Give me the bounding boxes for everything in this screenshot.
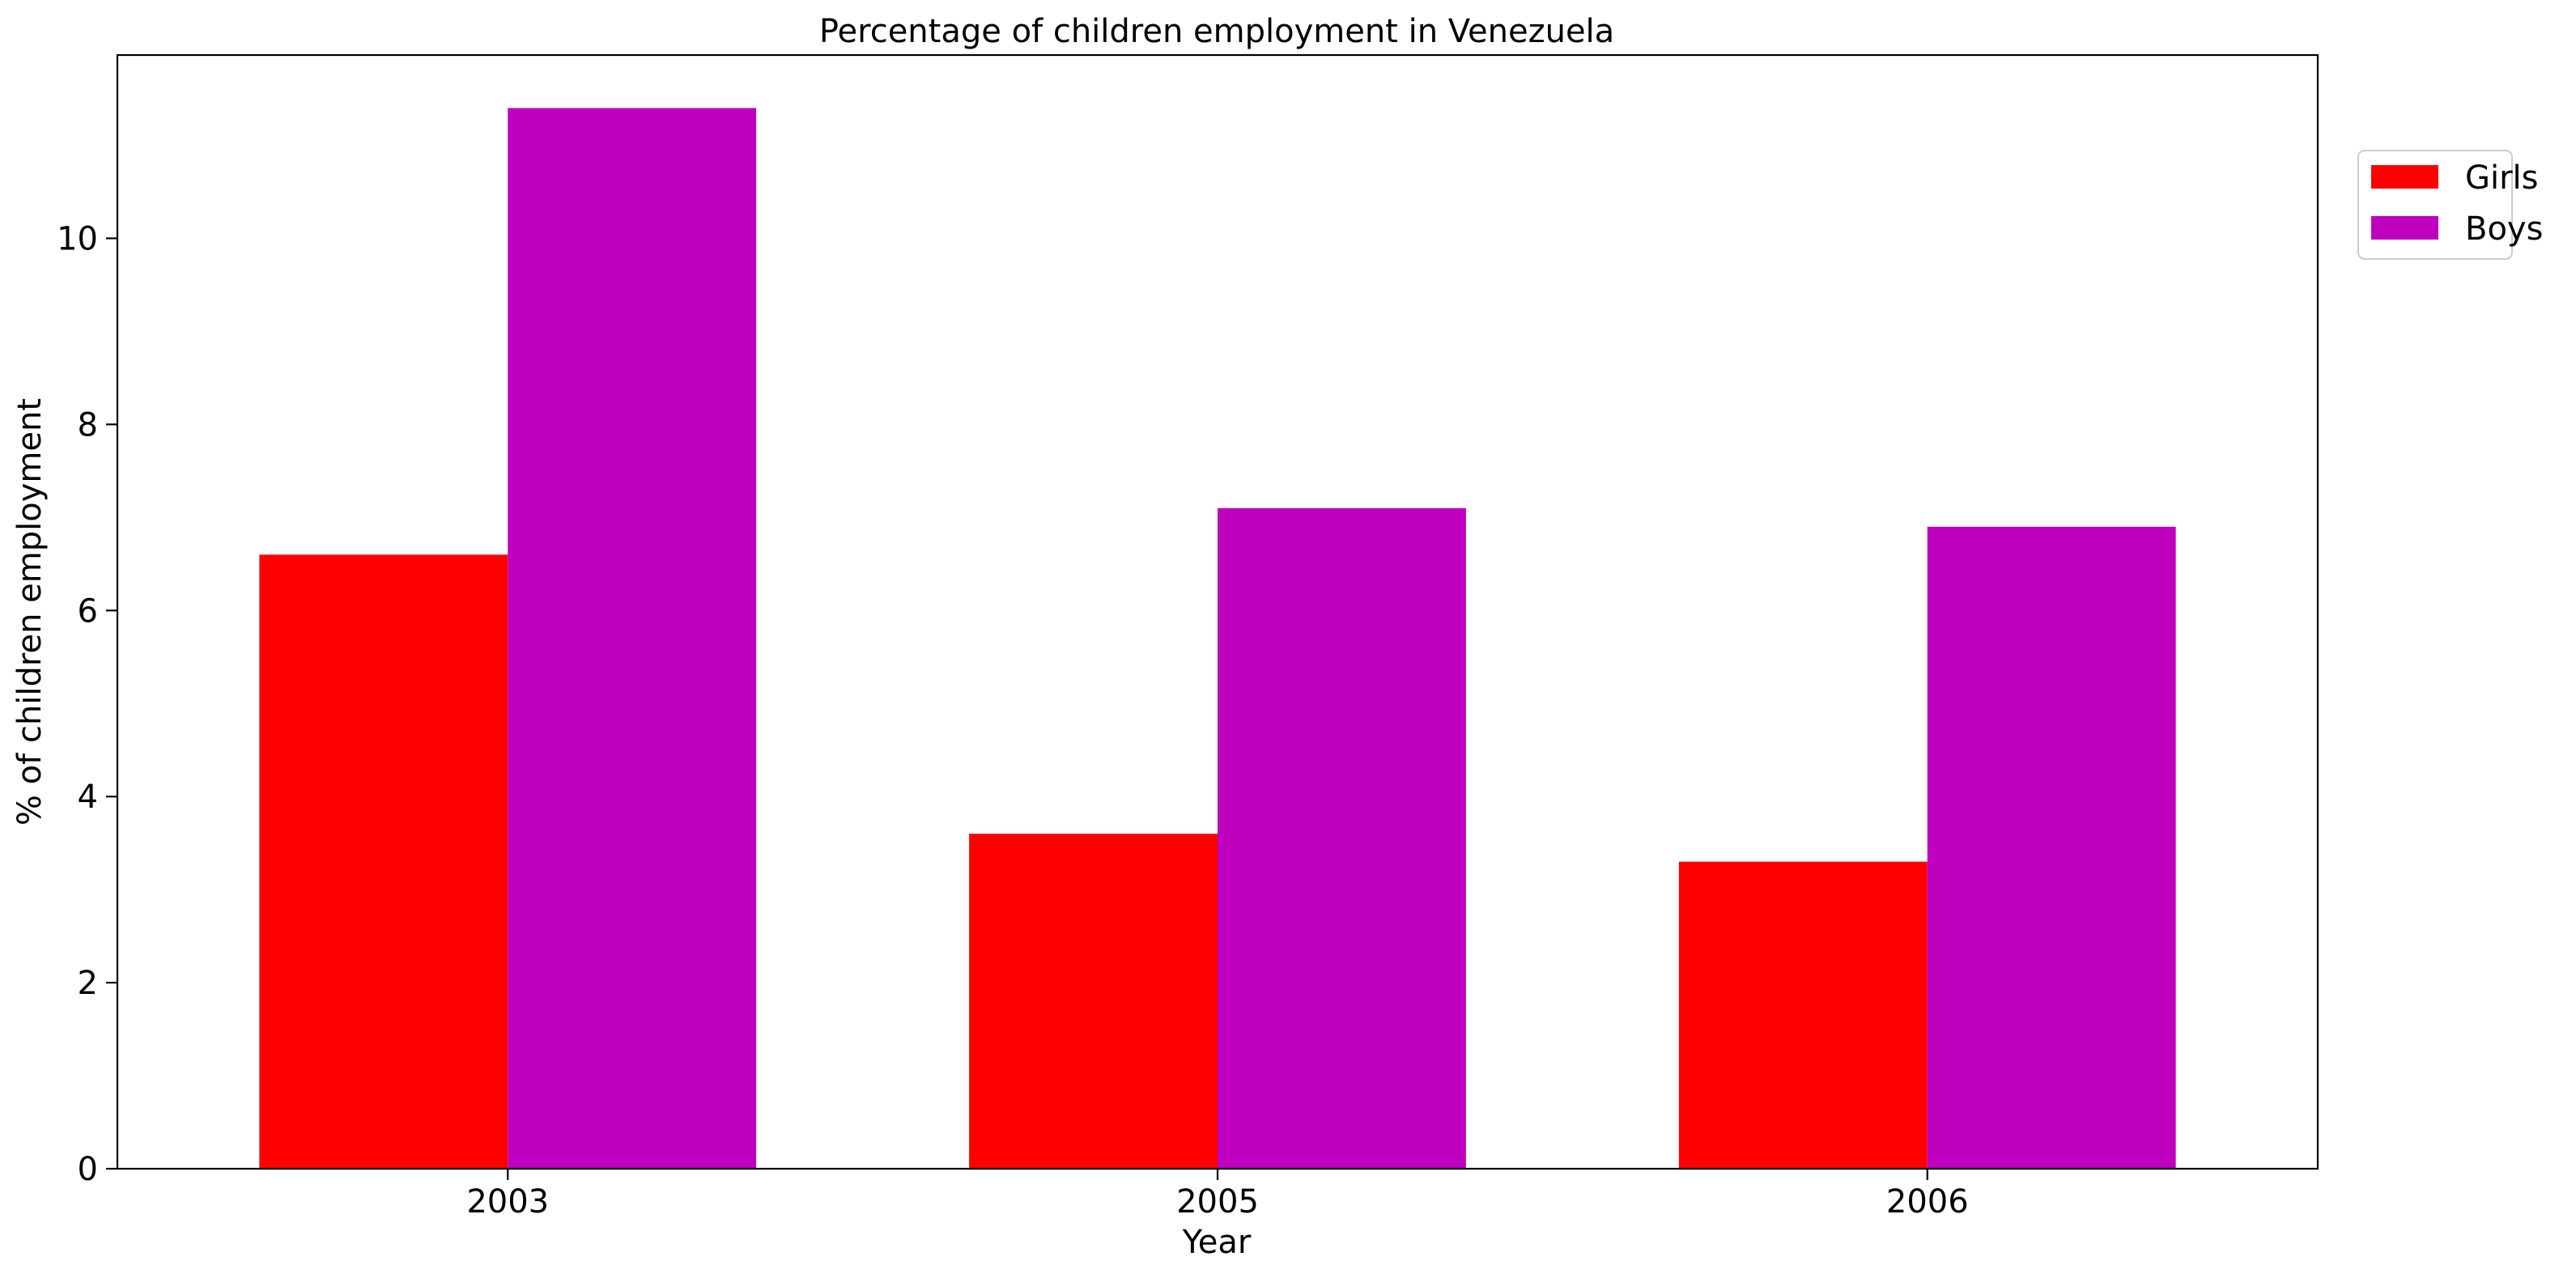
y-axis-label: % of children employment <box>11 398 49 826</box>
plot-area <box>116 53 2319 1170</box>
x-tick-label: 2006 <box>1886 1183 1969 1221</box>
y-tick-label: 10 <box>57 220 98 257</box>
x-tick-label: 2005 <box>1176 1183 1259 1221</box>
bar-boys-2003 <box>508 108 757 1169</box>
legend: Girls Boys <box>2357 150 2543 260</box>
x-axis: 2003 2005 2006 <box>466 1169 1969 1221</box>
bar-boys-2005 <box>1218 507 1466 1169</box>
legend-label-girls: Girls <box>2465 159 2539 197</box>
bar-girls-2006 <box>1678 861 1928 1169</box>
legend-swatch-girls <box>2371 165 2438 189</box>
legend-label-boys: Boys <box>2465 210 2543 248</box>
bar-girls-2005 <box>969 834 1218 1169</box>
y-tick-label: 2 <box>78 965 98 1002</box>
legend-swatch-boys <box>2371 216 2438 240</box>
x-axis-label: Year <box>1182 1224 1252 1261</box>
y-tick-label: 4 <box>78 779 98 816</box>
bar-boys-2006 <box>1927 526 2176 1169</box>
x-tick-label: 2003 <box>466 1183 549 1221</box>
chart-title: Percentage of children employment in Ven… <box>819 13 1614 50</box>
y-tick-label: 0 <box>78 1151 98 1188</box>
y-tick-label: 8 <box>78 406 98 444</box>
y-axis: 0 2 4 6 8 10 <box>57 220 117 1188</box>
bar-girls-2003 <box>259 554 508 1169</box>
bars-group <box>259 108 2176 1169</box>
y-tick-label: 6 <box>78 592 98 630</box>
